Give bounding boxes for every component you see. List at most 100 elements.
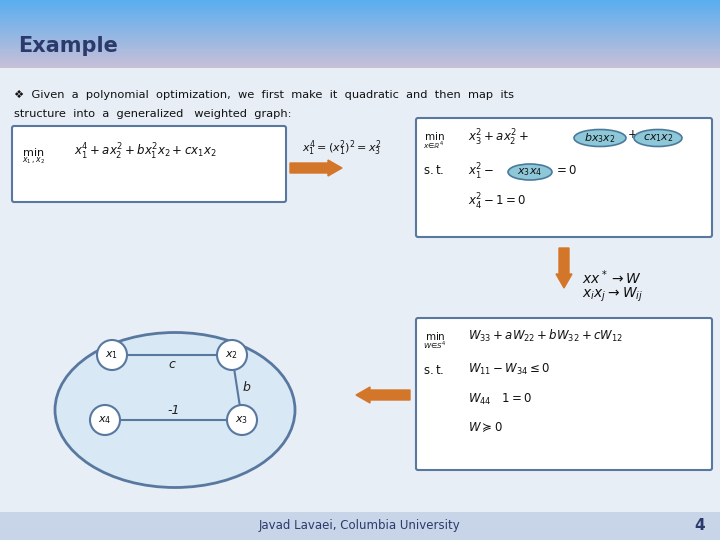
Text: -1: -1 xyxy=(167,404,180,417)
Bar xyxy=(0,50,720,51)
Text: $x_1$: $x_1$ xyxy=(105,349,119,361)
Bar xyxy=(0,11,720,12)
Bar xyxy=(0,4,720,5)
Bar xyxy=(0,21,720,22)
Text: $xx^* \rightarrow W$: $xx^* \rightarrow W$ xyxy=(582,268,642,287)
Bar xyxy=(0,10,720,11)
Bar xyxy=(0,60,720,61)
Bar xyxy=(0,62,720,63)
Bar xyxy=(0,17,720,18)
Bar xyxy=(0,53,720,55)
Bar xyxy=(0,13,720,14)
Bar xyxy=(0,512,720,540)
Text: 4: 4 xyxy=(695,518,706,534)
Text: $x_ix_j \rightarrow W_{ij}$: $x_ix_j \rightarrow W_{ij}$ xyxy=(582,286,643,305)
Bar xyxy=(0,58,720,59)
Bar xyxy=(0,43,720,44)
Bar xyxy=(0,18,720,19)
Bar xyxy=(0,49,720,50)
Ellipse shape xyxy=(574,130,626,146)
Text: Javad Lavaei, Columbia University: Javad Lavaei, Columbia University xyxy=(259,519,461,532)
Bar xyxy=(0,22,720,23)
Bar xyxy=(0,28,720,29)
Bar xyxy=(0,38,720,39)
Bar xyxy=(0,7,720,8)
Bar xyxy=(0,61,720,62)
Bar xyxy=(0,23,720,24)
Bar xyxy=(0,51,720,52)
Bar xyxy=(0,64,720,65)
Bar xyxy=(0,1,720,2)
Bar xyxy=(0,5,720,6)
Bar xyxy=(0,16,720,17)
FancyArrow shape xyxy=(290,160,342,176)
Bar xyxy=(0,46,720,47)
Text: $x_3x_4$: $x_3x_4$ xyxy=(518,166,543,178)
Bar xyxy=(0,33,720,34)
Text: $W \succeq 0$: $W \succeq 0$ xyxy=(468,420,503,434)
Text: $x_3^2 + ax_2^2 +$: $x_3^2 + ax_2^2 +$ xyxy=(468,128,529,148)
Text: $\mathrm{s.t.}$: $\mathrm{s.t.}$ xyxy=(423,164,444,177)
Bar xyxy=(0,66,720,67)
Bar xyxy=(0,31,720,32)
Bar xyxy=(0,67,720,68)
Bar xyxy=(0,6,720,7)
Bar xyxy=(0,15,720,16)
Bar xyxy=(0,65,720,66)
Text: $W_{11} - W_{34} \leq 0$: $W_{11} - W_{34} \leq 0$ xyxy=(468,362,550,377)
FancyBboxPatch shape xyxy=(12,126,286,202)
Bar xyxy=(0,14,720,15)
Bar xyxy=(0,55,720,56)
Bar xyxy=(0,42,720,43)
Bar xyxy=(0,25,720,26)
Bar xyxy=(0,47,720,48)
Text: $W_{33} + aW_{22} + bW_{32} + cW_{12}$: $W_{33} + aW_{22} + bW_{32} + cW_{12}$ xyxy=(468,328,623,344)
Bar xyxy=(0,27,720,28)
Text: $W_{44} \quad 1 = 0$: $W_{44} \quad 1 = 0$ xyxy=(468,392,532,407)
Text: $x_1^2 -$: $x_1^2 -$ xyxy=(468,162,495,182)
Text: structure  into  a  generalized   weighted  graph:: structure into a generalized weighted gr… xyxy=(14,109,292,119)
Bar xyxy=(0,45,720,46)
Text: c: c xyxy=(168,357,176,370)
Text: $\min_{x \in \mathbb{R}^4}$: $\min_{x \in \mathbb{R}^4}$ xyxy=(423,130,445,151)
Bar xyxy=(0,35,720,36)
Bar xyxy=(0,8,720,9)
Text: $x_4$: $x_4$ xyxy=(99,414,112,426)
FancyArrow shape xyxy=(556,248,572,288)
Bar xyxy=(0,29,720,30)
Text: b: b xyxy=(242,381,250,394)
Circle shape xyxy=(227,405,257,435)
Bar xyxy=(0,44,720,45)
Bar xyxy=(0,2,720,3)
Bar xyxy=(0,34,720,35)
Bar xyxy=(0,59,720,60)
Bar xyxy=(0,56,720,57)
Bar xyxy=(0,12,720,13)
FancyBboxPatch shape xyxy=(416,318,712,470)
Bar xyxy=(0,57,720,58)
Bar xyxy=(0,19,720,21)
Text: $x_3$: $x_3$ xyxy=(235,414,248,426)
FancyArrow shape xyxy=(356,387,410,403)
Bar xyxy=(0,0,720,1)
Bar xyxy=(0,36,720,37)
Circle shape xyxy=(97,340,127,370)
Bar xyxy=(0,41,720,42)
Text: $x_4^2 - 1 = 0$: $x_4^2 - 1 = 0$ xyxy=(468,192,526,212)
FancyBboxPatch shape xyxy=(416,118,712,237)
Text: Example: Example xyxy=(18,36,118,56)
Bar xyxy=(0,52,720,53)
Text: ❖  Given  a  polynomial  optimization,  we  first  make  it  quadratic  and  the: ❖ Given a polynomial optimization, we fi… xyxy=(14,90,514,100)
Text: $\min_{x_1,x_2}$: $\min_{x_1,x_2}$ xyxy=(22,146,45,166)
Bar xyxy=(0,30,720,31)
Bar xyxy=(0,24,720,25)
Ellipse shape xyxy=(634,130,682,146)
Text: $bx_3x_2$: $bx_3x_2$ xyxy=(584,131,616,145)
Text: $x_2$: $x_2$ xyxy=(225,349,238,361)
Bar xyxy=(0,3,720,4)
Text: $x_1^4 + ax_2^2 + bx_1^2x_2 + cx_1x_2$: $x_1^4 + ax_2^2 + bx_1^2x_2 + cx_1x_2$ xyxy=(74,142,217,162)
Bar xyxy=(0,39,720,40)
Bar xyxy=(0,40,720,41)
Text: $\min_{W \in S^4}$: $\min_{W \in S^4}$ xyxy=(423,330,446,351)
Ellipse shape xyxy=(508,164,552,180)
